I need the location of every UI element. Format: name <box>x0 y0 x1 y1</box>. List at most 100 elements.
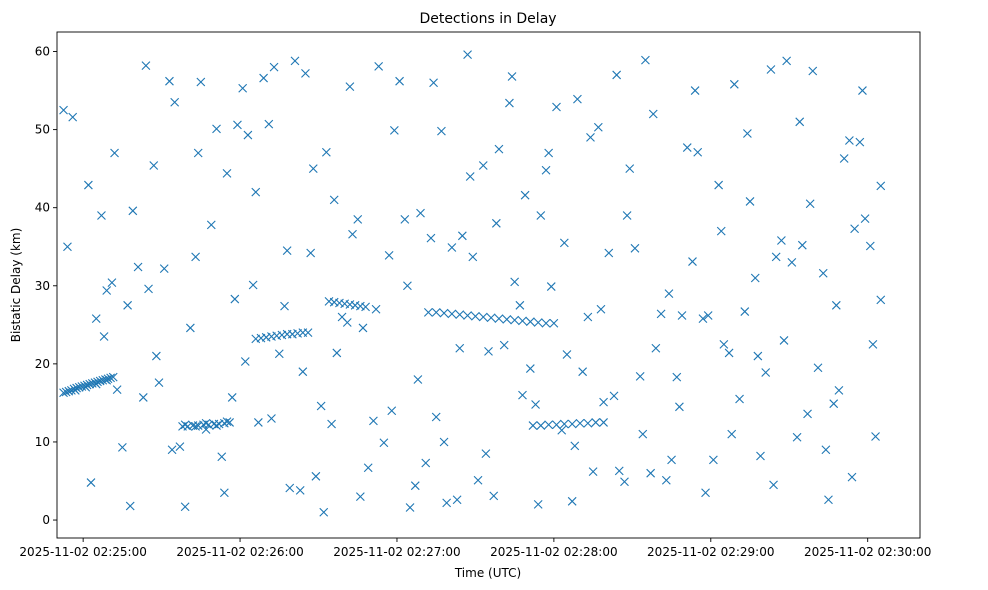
data-point <box>361 302 370 312</box>
data-point <box>491 218 501 228</box>
x-tick-label: 2025-11-02 02:25:00 <box>19 545 146 559</box>
data-point <box>452 495 462 505</box>
data-point <box>541 165 551 175</box>
data-point <box>777 236 786 245</box>
data-point <box>651 343 661 353</box>
data-point <box>66 386 76 395</box>
data-point <box>180 502 190 512</box>
data-point <box>518 390 527 400</box>
data-point <box>635 371 645 381</box>
data-point <box>327 419 336 429</box>
data-point <box>533 318 543 327</box>
data-point <box>280 301 289 311</box>
data-point <box>463 50 472 60</box>
data-point <box>410 481 420 491</box>
data-point <box>505 98 514 108</box>
data-point <box>175 442 185 452</box>
data-point <box>355 492 365 502</box>
data-point <box>61 387 71 397</box>
data-point <box>667 455 676 465</box>
x-tick-label: 2025-11-02 02:26:00 <box>176 545 303 559</box>
data-point <box>740 307 750 316</box>
data-point <box>110 148 119 158</box>
data-point <box>264 119 274 129</box>
data-point <box>614 466 624 476</box>
data-point <box>750 273 760 283</box>
data-point <box>358 323 368 333</box>
data-point <box>510 315 520 325</box>
data-point <box>818 268 828 278</box>
data-point <box>847 472 857 482</box>
data-point <box>243 130 253 140</box>
data-point <box>125 501 135 511</box>
data-point <box>481 449 491 459</box>
data-point <box>604 248 614 258</box>
data-point <box>112 385 122 395</box>
data-point <box>102 375 112 385</box>
data-point <box>82 380 92 390</box>
y-tick-label: 60 <box>35 45 50 59</box>
data-point <box>180 420 190 430</box>
data-point <box>389 125 399 135</box>
data-point <box>499 340 509 350</box>
data-point <box>442 498 452 508</box>
data-point <box>766 65 776 74</box>
data-point <box>123 300 132 310</box>
data-point <box>429 78 438 88</box>
data-point <box>248 280 258 290</box>
data-point <box>570 441 580 451</box>
data-point <box>91 314 101 323</box>
data-point <box>771 252 781 262</box>
data-point <box>201 418 211 428</box>
data-point <box>97 211 106 220</box>
data-point <box>308 164 318 174</box>
data-point <box>520 190 530 200</box>
data-point <box>387 406 397 416</box>
data-point <box>567 496 577 506</box>
data-point <box>544 148 554 158</box>
data-point <box>578 367 588 377</box>
data-point <box>792 432 802 442</box>
data-point <box>290 56 300 66</box>
data-point <box>167 445 177 455</box>
data-point <box>625 164 635 174</box>
data-point <box>559 419 569 429</box>
data-point <box>478 161 488 170</box>
y-axis-ticks: 0 10 20 30 40 50 60 <box>35 45 57 527</box>
data-point <box>117 443 127 452</box>
data-point <box>525 317 535 327</box>
data-point <box>531 400 540 409</box>
data-point <box>586 133 595 142</box>
data-point <box>306 248 316 258</box>
data-point <box>813 363 823 373</box>
data-point <box>834 386 844 395</box>
data-point <box>557 425 567 435</box>
data-point <box>405 503 415 512</box>
data-point <box>165 76 174 86</box>
data-point <box>484 346 493 356</box>
data-point <box>465 172 475 181</box>
data-point <box>494 314 504 323</box>
data-point <box>638 429 648 439</box>
data-point <box>185 323 195 333</box>
data-point <box>575 418 585 428</box>
x-tick-label: 2025-11-02 02:28:00 <box>490 545 617 559</box>
data-point <box>609 391 619 401</box>
data-point <box>193 148 203 158</box>
data-point <box>719 339 729 349</box>
data-point <box>515 300 525 310</box>
data-point <box>876 295 886 305</box>
y-axis-label: Bistatic Delay (km) <box>9 228 23 343</box>
data-point <box>133 262 143 272</box>
data-point <box>552 102 561 112</box>
data-point <box>507 72 517 81</box>
data-point <box>675 402 684 412</box>
data-point <box>371 304 381 314</box>
data-point <box>251 187 261 197</box>
data-point <box>573 94 582 104</box>
data-point <box>769 480 778 490</box>
data-point <box>106 373 115 383</box>
data-point <box>473 475 483 485</box>
